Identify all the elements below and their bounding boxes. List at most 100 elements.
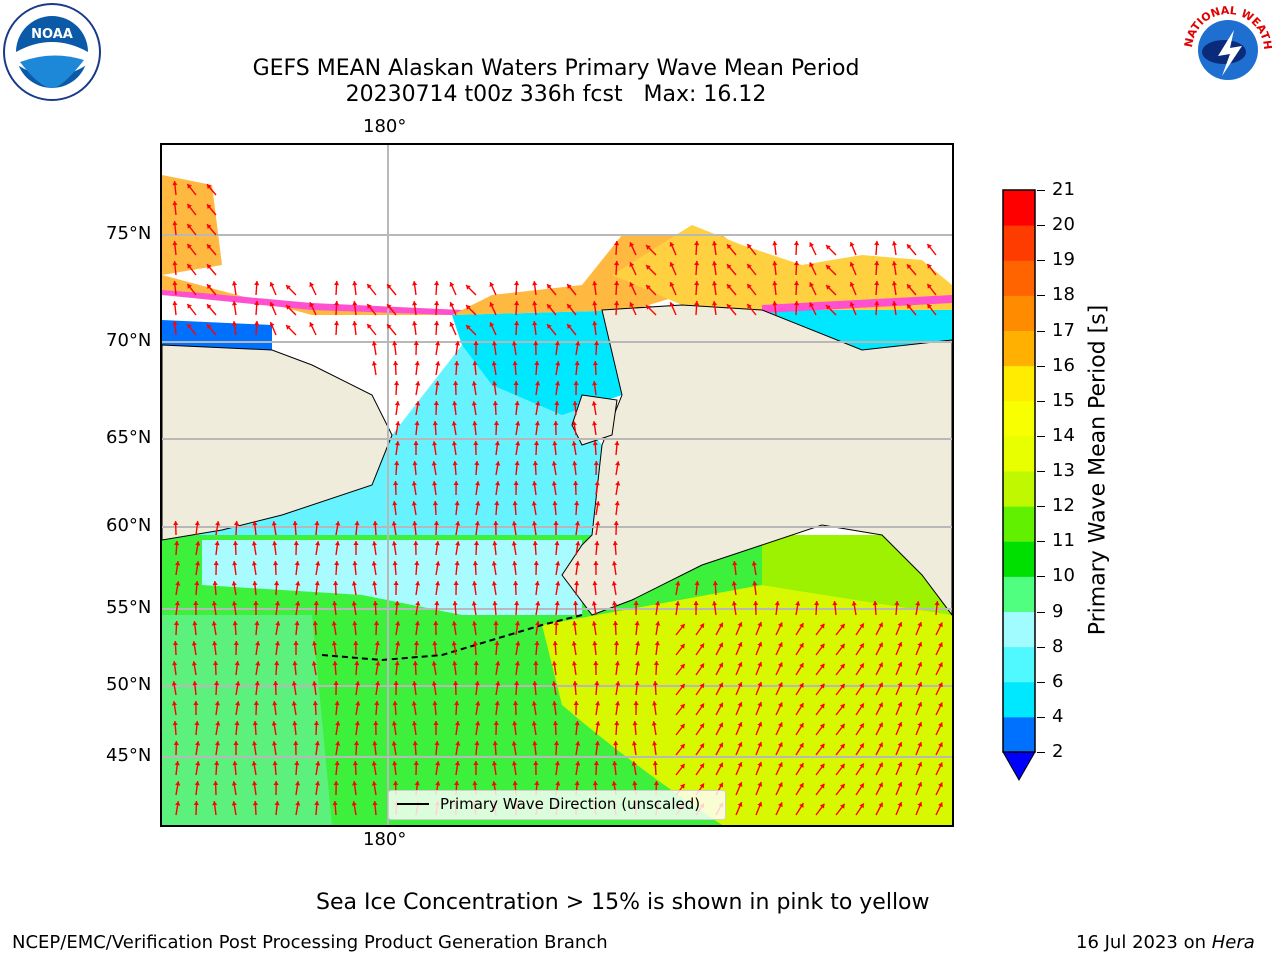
wave-arrow-head bbox=[312, 621, 318, 626]
wave-arrow-head bbox=[475, 501, 481, 506]
colorbar-label: Primary Wave Mean Period [s] bbox=[1085, 304, 1111, 636]
wave-arrow-head bbox=[435, 341, 441, 346]
wave-arrow-head bbox=[699, 643, 704, 649]
wave-arrow-head bbox=[413, 341, 419, 346]
wave-arrow-head bbox=[394, 441, 400, 446]
wave-arrow-head bbox=[472, 621, 478, 626]
colorbar-segment bbox=[1003, 295, 1035, 331]
wave-arrow-head bbox=[793, 301, 800, 306]
wave-arrow-head bbox=[778, 622, 783, 628]
title-line-1: GEFS MEAN Alaskan Waters Primary Wave Me… bbox=[252, 56, 860, 81]
wave-arrow-head bbox=[371, 761, 377, 766]
wave-arrow-head bbox=[938, 622, 943, 628]
wave-arrow-head bbox=[411, 501, 417, 506]
wave-arrow-head bbox=[712, 241, 718, 246]
wave-arrow-head bbox=[532, 281, 538, 286]
wave-arrow-head bbox=[633, 701, 639, 705]
wave-arrow-head bbox=[172, 181, 178, 186]
wave-arrow-head bbox=[414, 421, 420, 426]
wave-arrow-head bbox=[878, 682, 883, 688]
wave-arrow-head bbox=[254, 681, 260, 686]
wave-arrow-head bbox=[675, 581, 681, 586]
wave-arrow-head bbox=[514, 301, 520, 306]
wave-arrow-head bbox=[907, 284, 912, 289]
wave-arrow-head bbox=[171, 701, 178, 706]
wave-arrow-head bbox=[934, 601, 940, 606]
nws-logo: NATIONAL WEATHER SERVICE bbox=[1174, 0, 1278, 98]
wave-arrow-head bbox=[633, 601, 639, 605]
wave-arrow-head bbox=[553, 741, 560, 746]
colorbar-tick-mark bbox=[1037, 225, 1045, 227]
wave-arrow-head bbox=[294, 621, 300, 626]
wave-arrow-head bbox=[187, 224, 192, 229]
wave-arrow-head bbox=[294, 561, 300, 566]
wave-arrow-head bbox=[415, 601, 421, 606]
wave-arrow-head bbox=[454, 501, 460, 506]
wave-arrow-head bbox=[172, 641, 179, 646]
wave-arrow-head bbox=[778, 762, 783, 768]
wave-arrow-head bbox=[551, 481, 557, 486]
wave-arrow-head bbox=[849, 242, 855, 247]
wave-arrow-head bbox=[799, 763, 804, 768]
colorbar-tick-label: 2 bbox=[1052, 741, 1064, 762]
wave-arrow-head bbox=[471, 601, 477, 606]
wave-arrow-head bbox=[314, 521, 320, 526]
sea-ice-edge-pink bbox=[162, 290, 952, 315]
wave-arrow-head bbox=[795, 601, 801, 606]
wave-arrow-head bbox=[938, 782, 943, 788]
colorbar-segments bbox=[1003, 190, 1035, 753]
wave-arrow-head bbox=[859, 703, 864, 709]
wave-arrow-head bbox=[778, 642, 783, 648]
wave-arrow-head bbox=[472, 561, 478, 566]
wave-arrow-head bbox=[591, 601, 597, 606]
colorbar-extend-triangle bbox=[1002, 751, 1036, 782]
wave-arrow-head bbox=[655, 621, 661, 626]
wave-arrow-head bbox=[214, 761, 220, 766]
wave-arrow-head bbox=[772, 241, 778, 246]
wave-arrow-head bbox=[652, 741, 658, 746]
wave-arrow-head bbox=[494, 641, 500, 646]
wave-arrow-head bbox=[235, 701, 241, 706]
wave-arrow-head bbox=[312, 681, 318, 686]
wave-arrow-head bbox=[367, 284, 372, 289]
lat-label-75: 75°N bbox=[106, 223, 152, 244]
wave-arrow-head bbox=[435, 581, 441, 586]
lat-label-50: 50°N bbox=[106, 674, 152, 695]
wave-arrow-head bbox=[592, 781, 598, 786]
wave-arrow-head bbox=[819, 683, 825, 689]
wave-arrow-head bbox=[793, 261, 800, 266]
wave-arrow-head bbox=[187, 244, 192, 249]
lat-label-55: 55°N bbox=[106, 597, 152, 618]
wave-arrow-head bbox=[772, 261, 778, 266]
wave-arrow-head bbox=[535, 381, 541, 386]
wave-arrow-head bbox=[778, 782, 783, 788]
wave-arrow-head bbox=[474, 461, 480, 466]
wave-arrow-head bbox=[634, 621, 640, 626]
wave-arrow-head bbox=[372, 801, 378, 806]
colorbar-segment bbox=[1003, 365, 1035, 402]
wave-arrow-head bbox=[194, 581, 200, 586]
colorbar-tick-mark bbox=[1037, 576, 1045, 578]
wave-arrow-head bbox=[592, 641, 598, 646]
wave-arrow-head bbox=[231, 781, 237, 786]
wave-arrow-head bbox=[878, 802, 883, 808]
wave-arrow-head bbox=[878, 662, 883, 668]
wave-field-yellow bbox=[542, 585, 952, 825]
wave-arrow-head bbox=[511, 761, 517, 766]
wave-arrow-head bbox=[272, 761, 278, 766]
wave-arrow-head bbox=[192, 681, 198, 686]
wave-arrow-head bbox=[271, 521, 277, 526]
wave-arrow-head bbox=[859, 803, 864, 809]
wave-arrow-head bbox=[172, 221, 178, 226]
wave-arrow-head bbox=[314, 801, 320, 806]
wave-arrow-head bbox=[214, 541, 220, 546]
wave-arrow-head bbox=[475, 721, 481, 726]
wave-arrow-head bbox=[292, 521, 298, 526]
colorbar-tick-mark bbox=[1037, 752, 1045, 753]
wave-arrow-head bbox=[194, 521, 200, 526]
wave-arrow-head bbox=[515, 441, 521, 446]
wave-arrow-head bbox=[391, 741, 397, 746]
wave-arrow-head bbox=[917, 702, 923, 707]
colorbar-tick-mark bbox=[1037, 681, 1045, 683]
wave-arrow-head bbox=[312, 701, 318, 706]
